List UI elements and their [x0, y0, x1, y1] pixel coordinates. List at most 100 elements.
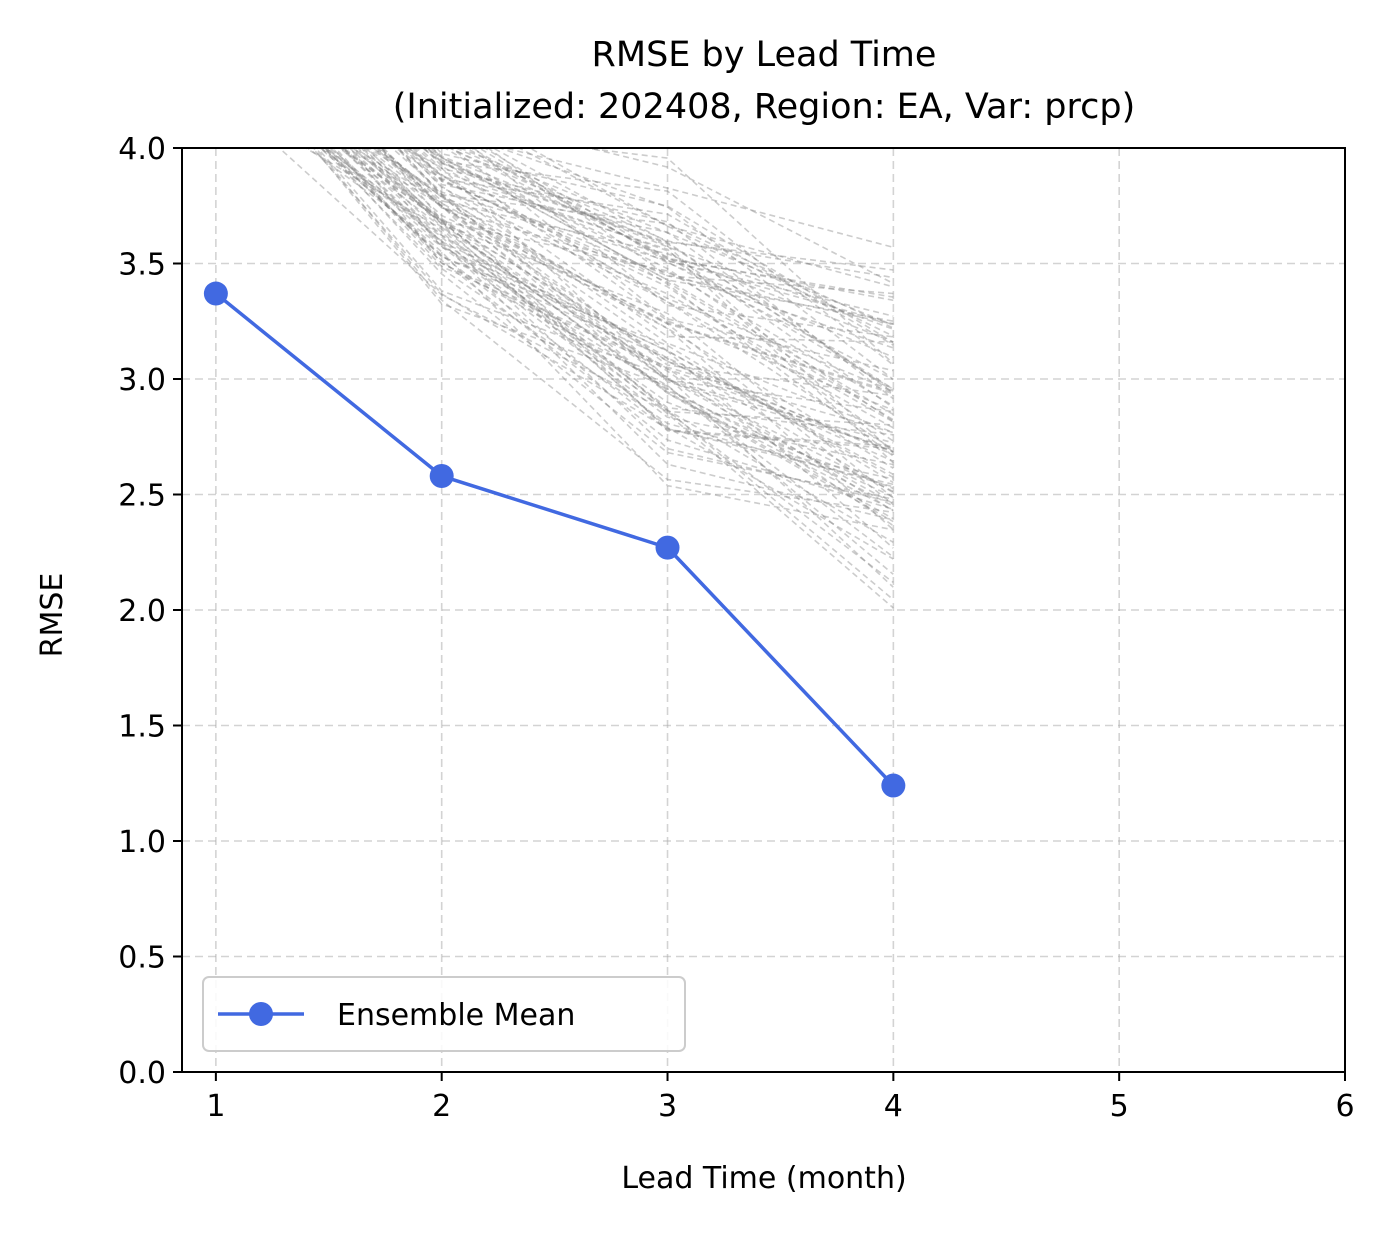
ensemble-member-line	[405, 148, 894, 505]
x-tick-label: 2	[432, 1089, 451, 1124]
ensemble-member-line	[427, 148, 894, 411]
ensemble-member-line	[501, 148, 894, 249]
ensemble-member-lines	[278, 148, 894, 609]
x-tick-label: 6	[1335, 1089, 1354, 1124]
ensemble-member-line	[339, 148, 894, 520]
ensemble-member-line	[435, 148, 894, 344]
ensemble-member-line	[464, 148, 894, 298]
ensemble-member-line	[379, 148, 894, 343]
ensemble-member-line	[382, 148, 894, 349]
y-tick-label: 1.5	[118, 710, 166, 745]
y-tick-label: 0.5	[118, 941, 166, 976]
ensemble-member-line	[318, 148, 894, 504]
ensemble-member-line	[324, 148, 894, 448]
chart-subtitle: (Initialized: 202408, Region: EA, Var: p…	[393, 87, 1136, 127]
ensemble-member-line	[362, 148, 894, 543]
ensemble-member-line	[423, 148, 894, 451]
legend-marker-swatch	[249, 1002, 273, 1026]
y-tick-label: 4.0	[118, 132, 166, 167]
ensemble-member-line	[364, 148, 894, 395]
ensemble-member-line	[425, 148, 894, 358]
ensemble-member-line	[377, 148, 894, 469]
ensemble-member-line	[397, 148, 894, 329]
ensemble-member-line	[380, 148, 894, 413]
ensemble-member-line	[486, 148, 894, 325]
ensemble-member-line	[312, 148, 894, 558]
ensemble-member-line	[395, 148, 894, 423]
ensemble-member-line	[341, 148, 894, 436]
ensemble-member-line	[342, 148, 894, 444]
y-tick-label: 1.0	[118, 825, 166, 860]
grid	[182, 147, 1346, 1073]
ensemble-member-line	[356, 148, 894, 480]
ensemble-member-line	[373, 148, 894, 511]
ensemble-member-line	[448, 148, 894, 390]
ensemble-member-line	[339, 148, 894, 426]
chart-title: RMSE by Lead Time	[592, 35, 937, 75]
y-axis-label: RMSE	[35, 573, 70, 658]
x-tick-label: 5	[1110, 1089, 1129, 1124]
ensemble-member-line	[350, 148, 894, 601]
ensemble-member-line	[322, 148, 894, 494]
ensemble-member-line	[411, 148, 894, 295]
ensemble-member-line	[365, 148, 894, 499]
ensemble-member-line	[404, 148, 894, 394]
ensemble-member-line	[450, 148, 894, 372]
data-point-ensemble-mean	[881, 773, 906, 798]
data-point-ensemble-mean	[429, 464, 454, 489]
ensemble-member-line	[425, 148, 894, 366]
x-tick-label: 1	[206, 1089, 225, 1124]
ensemble-member-line	[331, 148, 894, 511]
ensemble-member-line	[407, 148, 894, 464]
ensemble-member-line	[367, 148, 894, 450]
ensemble-member-line	[390, 148, 894, 317]
ensemble-member-line	[338, 148, 894, 527]
legend-label-ensemble-mean: Ensemble Mean	[337, 998, 575, 1033]
ensemble-member-line	[443, 148, 894, 457]
data-point-ensemble-mean	[203, 281, 228, 306]
ensemble-member-line	[340, 148, 894, 521]
y-tick-label: 3.5	[118, 248, 166, 283]
series-ensemble-mean	[203, 281, 906, 798]
ensemble-member-line	[306, 148, 894, 466]
ensemble-member-line	[324, 148, 894, 549]
y-tick-label: 3.0	[118, 363, 166, 398]
ensemble-member-line	[353, 148, 894, 506]
ensemble-member-line	[334, 148, 894, 575]
ensemble-member-line	[404, 148, 894, 421]
ensemble-member-line	[366, 148, 894, 393]
ensemble-member-line	[586, 148, 894, 285]
ensemble-member-line	[371, 148, 894, 454]
ensemble-member-line	[316, 148, 894, 588]
ensemble-member-line	[429, 148, 894, 422]
legend-box	[202, 976, 686, 1052]
ensemble-member-line	[323, 148, 894, 500]
ensemble-member-line	[415, 148, 894, 409]
x-tick-label: 4	[884, 1089, 903, 1124]
ensemble-member-line	[421, 148, 894, 392]
ensemble-member-line	[380, 148, 894, 456]
ensemble-member-line	[278, 148, 894, 584]
ensemble-member-line	[328, 148, 894, 490]
ensemble-member-line	[431, 148, 894, 330]
ensemble-member-line	[528, 148, 894, 288]
ensemble-member-line	[340, 148, 894, 523]
ensemble-member-line	[311, 148, 894, 486]
y-tick-label: 0.0	[118, 1056, 166, 1091]
ensemble-member-line	[477, 148, 894, 381]
ensemble-member-line	[374, 148, 894, 397]
legend: Ensemble Mean	[202, 976, 686, 1052]
ensemble-member-line	[483, 148, 894, 302]
x-axis-label: Lead Time (month)	[621, 1161, 906, 1196]
ensemble-member-line	[407, 148, 894, 343]
ensemble-member-line	[472, 148, 894, 338]
x-axis-ticks: 1 2 3 4 5 6	[206, 1072, 1355, 1124]
ensemble-member-line	[322, 148, 894, 484]
ensemble-member-line	[430, 148, 894, 322]
ensemble-member-line	[413, 148, 894, 346]
ensemble-member-line	[447, 148, 894, 453]
series-line-ensemble-mean	[214, 292, 895, 787]
ensemble-member-line	[457, 148, 894, 326]
